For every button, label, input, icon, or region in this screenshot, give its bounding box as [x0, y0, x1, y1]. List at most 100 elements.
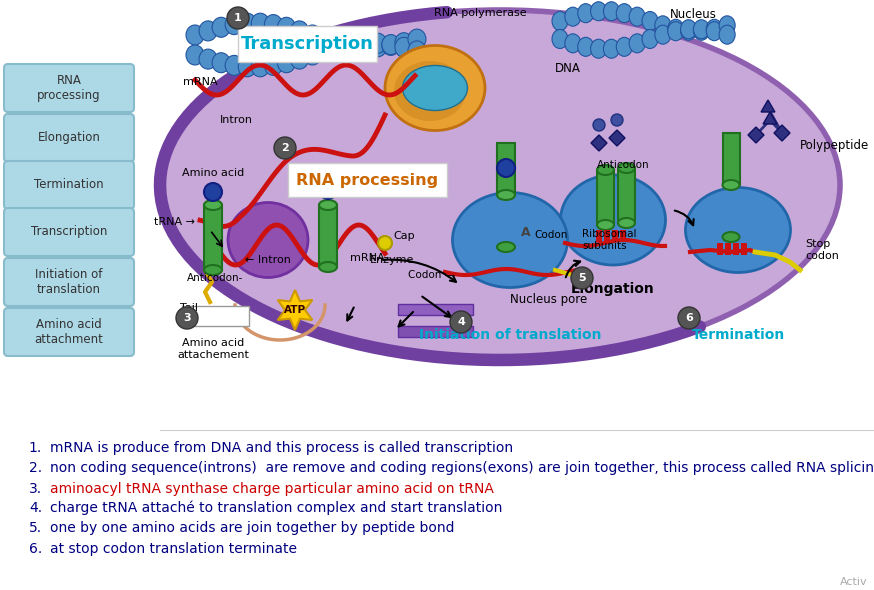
FancyBboxPatch shape — [182, 306, 249, 326]
Ellipse shape — [212, 17, 230, 37]
Text: 2: 2 — [281, 143, 289, 153]
Text: RNA processing: RNA processing — [296, 172, 438, 188]
Bar — [596, 230, 602, 242]
Ellipse shape — [408, 41, 426, 61]
Ellipse shape — [693, 21, 710, 40]
Ellipse shape — [225, 55, 243, 76]
Circle shape — [319, 181, 337, 199]
Ellipse shape — [497, 242, 515, 252]
Text: 6.: 6. — [29, 542, 42, 556]
Ellipse shape — [186, 45, 204, 65]
Ellipse shape — [719, 16, 735, 35]
Bar — [618, 168, 635, 223]
Bar — [717, 243, 723, 255]
Ellipse shape — [578, 37, 593, 56]
Ellipse shape — [668, 22, 683, 41]
Circle shape — [678, 307, 700, 329]
Ellipse shape — [186, 25, 204, 45]
Ellipse shape — [693, 19, 710, 39]
Ellipse shape — [239, 57, 256, 77]
Ellipse shape — [329, 32, 348, 53]
Bar — [604, 230, 610, 242]
Text: Codon —: Codon — — [408, 270, 455, 280]
Ellipse shape — [199, 49, 217, 69]
Text: DNA: DNA — [555, 61, 581, 74]
Ellipse shape — [591, 40, 607, 58]
FancyBboxPatch shape — [238, 26, 377, 62]
FancyBboxPatch shape — [4, 208, 134, 256]
Ellipse shape — [597, 220, 614, 230]
Text: 6: 6 — [685, 313, 693, 323]
Ellipse shape — [382, 35, 399, 55]
FancyBboxPatch shape — [4, 114, 134, 162]
Ellipse shape — [681, 21, 697, 40]
Text: Initiation of
translation: Initiation of translation — [35, 268, 102, 296]
Ellipse shape — [723, 180, 739, 190]
FancyBboxPatch shape — [4, 258, 134, 306]
Text: ← Intron: ← Intron — [245, 255, 291, 265]
Circle shape — [176, 307, 198, 329]
Text: 4: 4 — [457, 317, 465, 327]
Bar — [398, 304, 473, 315]
Text: Transcription: Transcription — [31, 225, 108, 238]
Ellipse shape — [618, 218, 635, 228]
Text: 1.: 1. — [29, 441, 42, 455]
Text: A: A — [521, 225, 531, 238]
Ellipse shape — [629, 7, 645, 26]
Text: Cap: Cap — [393, 231, 414, 241]
Ellipse shape — [316, 29, 335, 49]
Bar — [741, 243, 747, 255]
Ellipse shape — [319, 200, 337, 210]
Ellipse shape — [603, 2, 620, 21]
Text: Anticodon-: Anticodon- — [187, 273, 243, 283]
Ellipse shape — [329, 37, 348, 57]
Ellipse shape — [264, 55, 282, 76]
Bar — [398, 326, 473, 337]
Ellipse shape — [212, 53, 230, 73]
Ellipse shape — [616, 37, 632, 56]
Text: Stop
codon: Stop codon — [805, 239, 839, 261]
Text: Termination: Termination — [691, 328, 785, 342]
Ellipse shape — [264, 15, 282, 35]
Ellipse shape — [597, 165, 614, 175]
Text: Nucleus pore: Nucleus pore — [510, 293, 587, 306]
Ellipse shape — [723, 232, 739, 242]
Text: charge tRNA attaché to translation complex and start translation: charge tRNA attaché to translation compl… — [50, 501, 503, 515]
FancyBboxPatch shape — [4, 308, 134, 356]
Text: 5: 5 — [579, 273, 586, 283]
Bar — [497, 143, 515, 195]
Circle shape — [227, 7, 249, 29]
Ellipse shape — [497, 190, 515, 200]
Ellipse shape — [552, 11, 568, 31]
Text: Anticodon: Anticodon — [597, 160, 649, 170]
Text: aminoacyl tRNA synthase сharge particular amino acid on tRNA: aminoacyl tRNA synthase сharge particula… — [50, 482, 494, 496]
Text: 4.: 4. — [29, 501, 42, 515]
Text: Initiation of translation: Initiation of translation — [419, 328, 601, 342]
Text: Nucleus: Nucleus — [670, 8, 717, 21]
Ellipse shape — [403, 65, 468, 110]
Bar — [204, 205, 222, 270]
Bar — [733, 243, 739, 255]
Ellipse shape — [160, 10, 840, 360]
Ellipse shape — [228, 202, 308, 277]
Ellipse shape — [578, 4, 593, 22]
Ellipse shape — [199, 21, 217, 41]
Text: mRNA is produce from DNA and this process is called transcription: mRNA is produce from DNA and this proces… — [50, 441, 513, 455]
Text: RNA polymerase: RNA polymerase — [434, 8, 526, 18]
Text: 3.: 3. — [29, 482, 42, 496]
Ellipse shape — [316, 41, 335, 61]
Circle shape — [593, 119, 605, 131]
Text: RNA
processing: RNA processing — [38, 74, 101, 102]
Ellipse shape — [239, 13, 256, 33]
Text: 1: 1 — [234, 13, 242, 23]
Text: Ribosomal
subunits: Ribosomal subunits — [582, 229, 636, 251]
Ellipse shape — [252, 57, 269, 77]
Bar — [620, 230, 626, 242]
Ellipse shape — [453, 192, 567, 287]
Ellipse shape — [668, 19, 683, 38]
Ellipse shape — [706, 19, 722, 38]
Circle shape — [497, 159, 515, 177]
Text: Codon: Codon — [535, 230, 568, 240]
Ellipse shape — [395, 32, 413, 53]
Circle shape — [571, 267, 593, 289]
